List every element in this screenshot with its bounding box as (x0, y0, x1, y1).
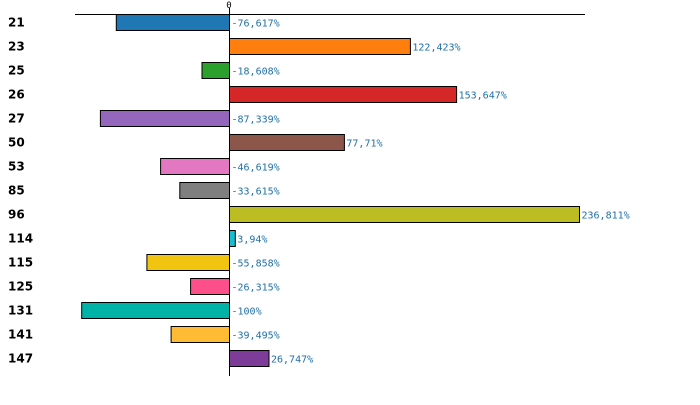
value-label: -55,858% (232, 259, 280, 270)
category-label: 27 (8, 112, 25, 126)
bar (170, 326, 231, 343)
value-label: -87,339% (232, 115, 280, 126)
category-label: 125 (8, 280, 33, 294)
value-label: -26,315% (232, 283, 280, 294)
value-label: -100% (232, 307, 262, 318)
value-label: 153,647% (459, 91, 507, 102)
value-label: 77,71% (346, 139, 382, 150)
category-label: 141 (8, 328, 33, 342)
value-label: -76,617% (232, 19, 280, 30)
bar (229, 38, 411, 55)
category-label: 96 (8, 208, 25, 222)
zero-tick-label: 0 (226, 1, 231, 11)
bar (115, 14, 230, 31)
bar (229, 206, 580, 223)
category-label: 147 (8, 352, 33, 366)
bar (81, 302, 230, 319)
category-label: 23 (8, 40, 25, 54)
value-label: -18,608% (232, 67, 280, 78)
bar (146, 254, 230, 271)
bar (229, 134, 345, 151)
bar (179, 182, 231, 199)
category-label: 114 (8, 232, 33, 246)
value-label: -33,615% (232, 187, 280, 198)
bar (160, 158, 231, 175)
category-label: 85 (8, 184, 25, 198)
category-label: 131 (8, 304, 33, 318)
value-label: 236,811% (582, 211, 630, 222)
value-label: 26,747% (271, 355, 313, 366)
value-label: -46,619% (232, 163, 280, 174)
bar (190, 278, 231, 295)
category-label: 26 (8, 88, 25, 102)
value-label: 3,94% (237, 235, 267, 246)
category-label: 21 (8, 16, 25, 30)
category-label: 53 (8, 160, 25, 174)
bar (229, 350, 270, 367)
value-label: 122,423% (412, 43, 460, 54)
category-label: 25 (8, 64, 25, 78)
bar (229, 230, 236, 247)
category-label: 115 (8, 256, 33, 270)
value-label: -39,495% (232, 331, 280, 342)
bar (99, 110, 231, 127)
bar (229, 86, 458, 103)
category-label: 50 (8, 136, 25, 150)
bar (201, 62, 230, 79)
